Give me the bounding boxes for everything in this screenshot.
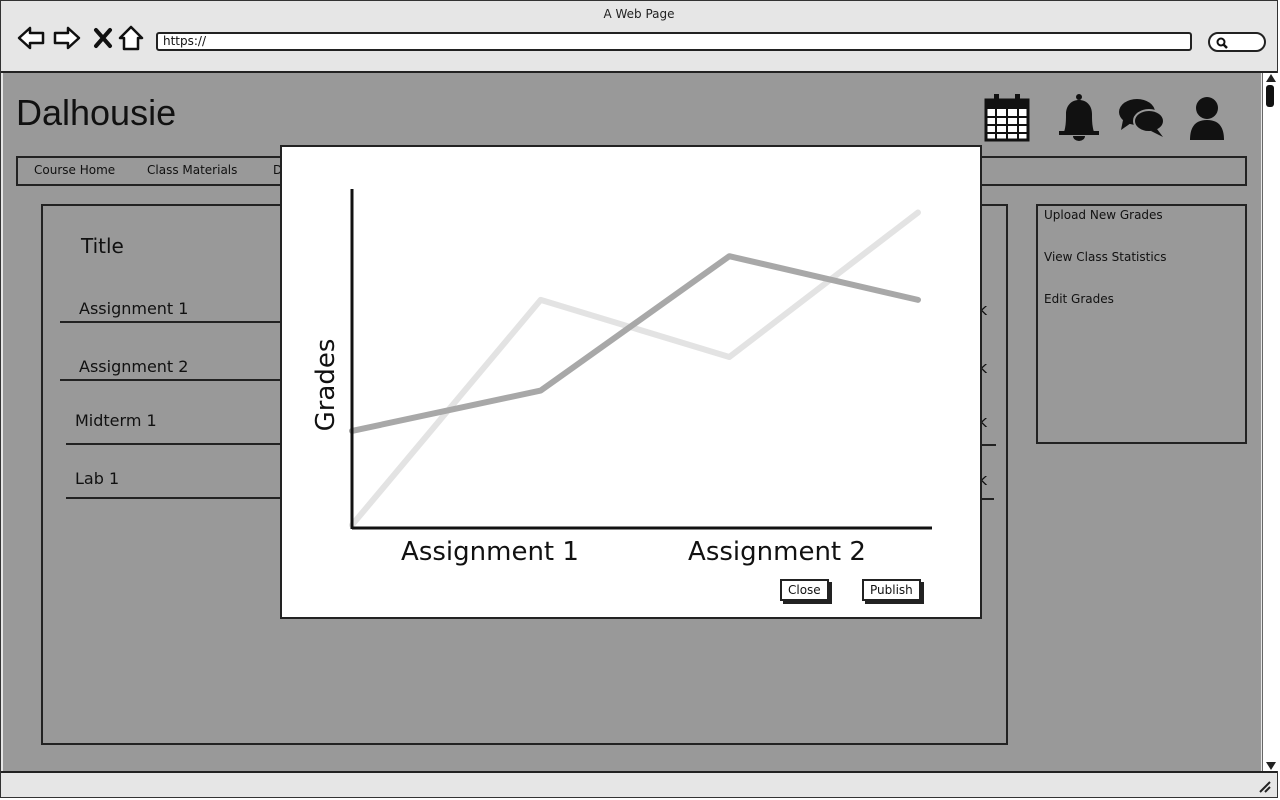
row-divider (60, 321, 280, 323)
actions-sidebar (1036, 204, 1247, 444)
row-mark[interactable]: k (978, 300, 988, 319)
tab-truncated[interactable]: D (273, 163, 283, 177)
row-mark[interactable]: k (978, 358, 988, 377)
forward-icon[interactable] (52, 23, 82, 53)
upload-new-grades-link[interactable]: Upload New Grades (1044, 208, 1163, 222)
row-mark[interactable]: k (978, 470, 988, 489)
tab-class-materials[interactable]: Class Materials (147, 163, 238, 177)
x-tick-label: Assignment 2 (688, 537, 866, 567)
row-divider (60, 379, 280, 381)
edit-grades-link[interactable]: Edit Grades (1044, 292, 1114, 306)
tab-course-home[interactable]: Course Home (34, 163, 116, 177)
stop-icon[interactable] (88, 23, 118, 53)
url-input[interactable]: https:// (156, 32, 1192, 51)
status-bar (1, 771, 1277, 797)
statistics-modal: Grades Assignment 1 Assignment 2 Close P… (280, 145, 982, 619)
list-item-label[interactable]: Midterm 1 (75, 411, 157, 430)
series-line-1 (349, 209, 921, 528)
grades-line-chart: Grades Assignment 1 Assignment 2 (311, 189, 932, 567)
row-divider (982, 444, 996, 446)
view-class-statistics-link[interactable]: View Class Statistics (1044, 250, 1167, 264)
user-icon[interactable] (1182, 92, 1232, 144)
list-item-label[interactable]: Lab 1 (75, 469, 120, 488)
search-icon (1216, 37, 1228, 49)
y-axis-label: Grades (311, 339, 341, 432)
x-tick-label: Assignment 1 (401, 537, 579, 567)
vertical-scrollbar[interactable] (1262, 73, 1278, 771)
list-item-label[interactable]: Assignment 1 (79, 299, 189, 318)
row-divider (66, 497, 280, 499)
resize-grip-icon[interactable] (1257, 779, 1271, 793)
panel-title: Title (81, 234, 124, 258)
chat-icon[interactable] (1117, 92, 1167, 144)
list-item-label[interactable]: Assignment 2 (79, 357, 189, 376)
back-icon[interactable] (16, 23, 46, 53)
row-divider (66, 443, 280, 445)
row-divider (982, 498, 994, 500)
browser-search-input[interactable] (1208, 32, 1266, 52)
home-icon[interactable] (116, 23, 146, 53)
publish-button[interactable]: Publish (862, 579, 921, 601)
row-mark[interactable]: k (978, 412, 988, 431)
scroll-down-arrow[interactable] (1266, 762, 1276, 770)
bell-icon[interactable] (1054, 92, 1104, 144)
window-title: A Web Page (603, 7, 675, 21)
calendar-icon[interactable] (982, 92, 1032, 144)
browser-titlebar: A Web Page https:// (1, 1, 1277, 73)
series-line-0 (349, 253, 921, 434)
close-button[interactable]: Close (780, 579, 829, 601)
scroll-up-arrow[interactable] (1266, 74, 1276, 82)
app-brand: Dalhousie (16, 92, 177, 133)
scrollbar-thumb[interactable] (1266, 85, 1274, 107)
